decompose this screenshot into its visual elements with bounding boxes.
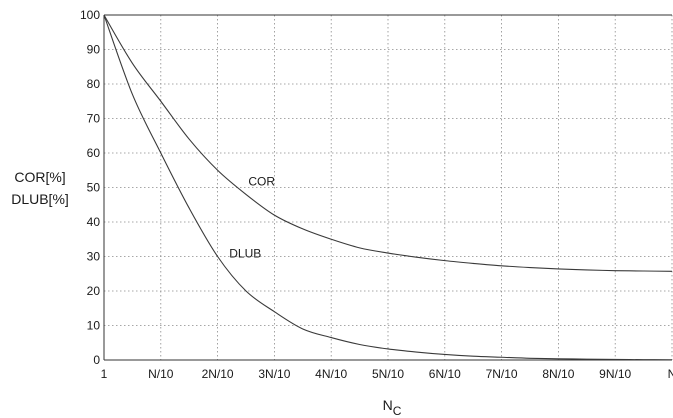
x-tick-label: 9N/10 (599, 367, 631, 381)
x-tick-label: 1 (101, 367, 108, 381)
x-tick-label: 8N/10 (542, 367, 574, 381)
y-tick-label: 70 (87, 112, 101, 126)
y-axis-label-line: DLUB[%] (11, 191, 69, 207)
y-tick-label: 90 (87, 43, 101, 57)
x-axis-label: NC (383, 397, 402, 418)
y-tick-label: 50 (87, 181, 101, 195)
x-tick-label: 3N/10 (258, 367, 290, 381)
series-line-dlub (103, 14, 673, 361)
y-tick-label: 20 (87, 284, 101, 298)
series-line-cor (103, 14, 673, 272)
x-tick-label: 7N/10 (486, 367, 518, 381)
series-label-cor: COR (248, 175, 275, 189)
x-tick-label: N (668, 367, 673, 381)
y-tick-label: 10 (87, 319, 101, 333)
y-tick-label: 60 (87, 146, 101, 160)
y-axis-label-line: COR[%] (14, 169, 65, 185)
y-tick-label: 100 (80, 8, 100, 22)
curve-layer (103, 14, 673, 361)
y-tick-label: 40 (87, 215, 101, 229)
axis-layer: 1 N/10 2N/10 3N/10 4N/10 5N/10 6N/10 7N/10 8N/10… (80, 8, 673, 381)
x-tick-label: 2N/10 (202, 367, 234, 381)
x-tick-label: 4N/10 (315, 367, 347, 381)
x-tick-label: 6N/10 (429, 367, 461, 381)
y-tick-label: 0 (93, 353, 100, 367)
x-tick-label: N/10 (148, 367, 174, 381)
series-label-dlub: DLUB (229, 246, 261, 260)
x-tick-label: 5N/10 (372, 367, 404, 381)
y-tick-label: 30 (87, 250, 101, 264)
label-layer: COR DLUB COR[%] DLUB[%] NC (11, 169, 402, 418)
grid-layer (104, 15, 673, 360)
y-tick-label: 80 (87, 77, 101, 91)
